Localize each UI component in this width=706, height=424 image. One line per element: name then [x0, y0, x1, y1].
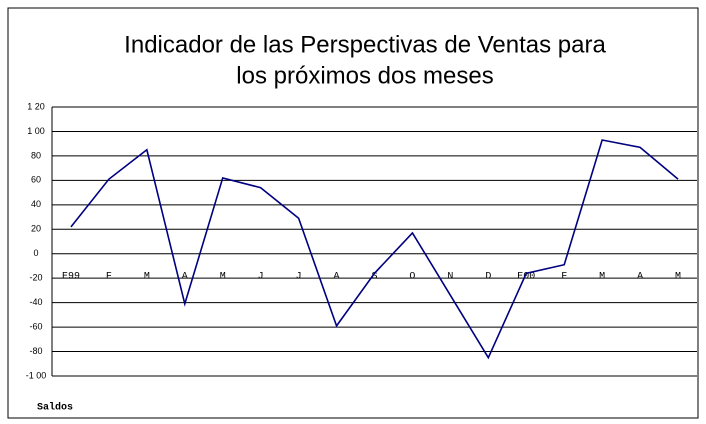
x-tick-label: A: [182, 271, 188, 282]
x-tick-label: A: [334, 271, 340, 282]
y-tick-label: 1 20: [27, 101, 45, 111]
y-tick-label: 1 00: [27, 126, 45, 136]
y-tick-label: 20: [31, 224, 41, 234]
x-tick-label: O: [409, 271, 415, 282]
y-tick-label: -1 00: [26, 370, 47, 380]
x-tick-label: M: [675, 271, 681, 282]
y-tick-label: 80: [31, 150, 41, 160]
chart-border: [7, 7, 699, 419]
y-tick-label: 60: [31, 175, 41, 185]
x-tick-label: E99: [62, 271, 80, 282]
x-tick-label: N: [447, 271, 453, 282]
x-tick-label: J: [296, 271, 302, 282]
y-axis-label: Saldos: [37, 402, 73, 414]
x-tick-label: E00: [517, 271, 535, 282]
y-tick-label: 0: [33, 248, 38, 258]
y-tick-label: -60: [29, 321, 42, 331]
x-tick-label: F: [106, 271, 112, 282]
x-tick-label: S: [371, 271, 377, 282]
data-line: [70, 139, 679, 360]
x-tick-label: F: [561, 271, 567, 282]
x-tick-label: J: [258, 271, 264, 282]
y-tick-label: 40: [31, 199, 41, 209]
x-tick-label: M: [599, 271, 605, 282]
x-tick-label: D: [485, 271, 491, 282]
x-tick-label: A: [637, 271, 643, 282]
y-tick-label: -40: [29, 297, 42, 307]
chart-title: los próximos dos meses: [236, 62, 493, 89]
y-tick-label: -80: [29, 346, 42, 356]
chart-title: Indicador de las Perspectivas de Ventas …: [124, 31, 606, 58]
y-tick-label: -20: [29, 273, 42, 283]
x-tick-label: M: [220, 271, 226, 282]
x-tick-label: M: [144, 271, 150, 282]
